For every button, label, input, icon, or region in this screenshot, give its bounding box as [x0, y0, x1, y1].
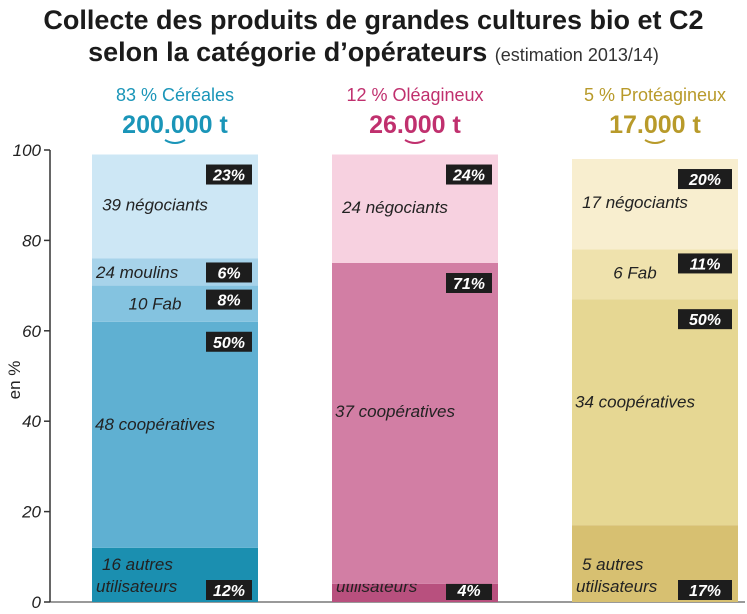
segment-label: 24 moulins — [95, 263, 179, 282]
y-tick-label: 60 — [22, 322, 41, 341]
category-header: 5 % Protéagineux — [584, 85, 726, 105]
segment-label: 5 autres — [582, 555, 644, 574]
y-axis-label: en % — [5, 361, 24, 400]
y-tick-label: 20 — [21, 503, 41, 522]
category-total: 17.000 t — [609, 111, 701, 139]
percent-badge — [206, 262, 252, 283]
segment-label: 16 autres — [102, 555, 173, 574]
percent-badge — [206, 580, 252, 600]
y-tick-label: 100 — [13, 141, 42, 160]
percent-label: 71% — [453, 276, 485, 293]
percent-label: 50% — [213, 335, 245, 352]
percent-badge — [446, 273, 492, 293]
brace-icon — [164, 139, 186, 144]
percent-label: 12% — [213, 583, 245, 600]
percent-label: 17% — [689, 583, 721, 600]
y-tick-label: 80 — [22, 231, 41, 250]
segment-label: 37 coopératives — [335, 402, 456, 421]
percent-label: 24% — [452, 168, 485, 185]
segment-label: utilisateurs — [96, 577, 178, 596]
percent-label: 4% — [456, 583, 480, 600]
segment-label: 39 négociants — [102, 196, 208, 215]
segment-label: utilisateurs — [576, 577, 658, 596]
brace-icon — [644, 139, 666, 144]
percent-badge — [678, 580, 732, 600]
percent-label: 8% — [217, 293, 240, 310]
category-total: 200.000 t — [122, 111, 228, 139]
percent-badge — [446, 580, 492, 600]
bar-segment — [92, 321, 258, 548]
percent-label: 20% — [688, 172, 721, 189]
chart-subtitle: (estimation 2013/14) — [494, 45, 659, 65]
chart-title-line2-text: selon la catégorie d’opérateurs — [88, 37, 488, 67]
bar-segment — [572, 299, 738, 526]
y-tick-label: 40 — [22, 412, 41, 431]
segment-label: 24 négociants — [341, 198, 448, 217]
percent-badge — [678, 309, 732, 330]
percent-label: 23% — [212, 168, 245, 185]
category-header: 12 % Oléagineux — [346, 85, 483, 105]
segment-label: 48 coopératives — [95, 415, 216, 434]
percent-badge — [678, 169, 732, 190]
segment-label: 17 négociants — [582, 193, 688, 212]
chart-title-line1: Collecte des produits de grandes culture… — [43, 5, 704, 35]
chart-title-line2: selon la catégorie d’opérateurs (estimat… — [0, 36, 747, 71]
segment-label: 34 coopératives — [575, 393, 696, 412]
percent-badge — [206, 331, 252, 352]
category-header: 83 % Céréales — [116, 85, 234, 105]
percent-badge — [446, 164, 492, 185]
brace-icon — [404, 139, 426, 144]
category-total: 26.000 t — [369, 111, 461, 139]
segment-label: 10 Fab — [129, 295, 182, 314]
bar-segment — [332, 263, 498, 584]
percent-badge — [206, 164, 252, 185]
percent-label: 50% — [689, 312, 721, 329]
percent-label: 11% — [690, 256, 721, 273]
percent-badge — [206, 289, 252, 310]
y-tick-label: 0 — [32, 593, 42, 612]
percent-label: 6% — [217, 265, 240, 282]
percent-badge — [678, 253, 732, 274]
segment-label: 6 Fab — [613, 263, 656, 282]
